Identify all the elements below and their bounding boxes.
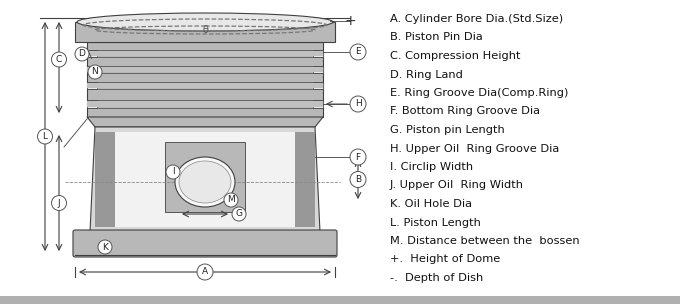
Text: L. Piston Length: L. Piston Length (390, 217, 481, 227)
Ellipse shape (179, 161, 231, 203)
FancyBboxPatch shape (87, 42, 323, 117)
Text: C. Compression Height: C. Compression Height (390, 51, 520, 61)
Text: D. Ring Land: D. Ring Land (390, 70, 463, 80)
Circle shape (52, 52, 67, 67)
Text: C: C (56, 55, 62, 64)
FancyBboxPatch shape (87, 83, 323, 88)
Text: B. Piston Pin Dia: B. Piston Pin Dia (390, 33, 483, 43)
Text: N: N (92, 67, 99, 77)
Text: F. Bottom Ring Groove Dia: F. Bottom Ring Groove Dia (390, 106, 540, 116)
Polygon shape (87, 117, 323, 127)
Text: I: I (171, 168, 174, 177)
Text: +.  Height of Dome: +. Height of Dome (390, 254, 500, 264)
Circle shape (350, 44, 366, 60)
Text: E: E (355, 47, 361, 57)
Text: L: L (42, 132, 48, 141)
Text: J. Upper Oil  Ring Width: J. Upper Oil Ring Width (390, 181, 524, 191)
FancyBboxPatch shape (87, 51, 323, 56)
FancyBboxPatch shape (165, 142, 245, 212)
Text: +: + (344, 14, 356, 28)
Text: G. Piston pin Length: G. Piston pin Length (390, 125, 505, 135)
FancyBboxPatch shape (0, 296, 680, 304)
Text: M. Distance between the  bossen: M. Distance between the bossen (390, 236, 579, 246)
FancyBboxPatch shape (295, 132, 315, 227)
Circle shape (350, 96, 366, 112)
FancyBboxPatch shape (313, 66, 323, 73)
Polygon shape (90, 127, 320, 232)
FancyBboxPatch shape (87, 82, 97, 89)
FancyBboxPatch shape (73, 230, 337, 257)
Circle shape (37, 129, 52, 144)
Text: B: B (355, 175, 361, 184)
FancyBboxPatch shape (87, 101, 323, 107)
Text: K: K (102, 243, 108, 251)
Text: A: A (202, 268, 208, 277)
FancyBboxPatch shape (75, 22, 335, 42)
Text: E. Ring Groove Dia(Comp.Ring): E. Ring Groove Dia(Comp.Ring) (390, 88, 568, 98)
Text: I. Circlip Width: I. Circlip Width (390, 162, 473, 172)
Text: J: J (58, 199, 61, 208)
Text: -.  Depth of Dish: -. Depth of Dish (390, 273, 483, 283)
Circle shape (75, 47, 89, 61)
Circle shape (52, 195, 67, 210)
FancyBboxPatch shape (87, 100, 97, 108)
Ellipse shape (175, 157, 235, 207)
Text: M: M (227, 195, 235, 205)
Ellipse shape (77, 13, 333, 31)
Text: A. Cylinder Bore Dia.(Std.Size): A. Cylinder Bore Dia.(Std.Size) (390, 14, 563, 24)
FancyBboxPatch shape (115, 132, 295, 227)
Circle shape (232, 207, 246, 221)
FancyBboxPatch shape (87, 67, 323, 72)
Circle shape (224, 193, 238, 207)
FancyBboxPatch shape (95, 132, 115, 227)
Circle shape (350, 171, 366, 188)
Text: F: F (356, 153, 360, 161)
FancyBboxPatch shape (87, 66, 97, 73)
Circle shape (166, 165, 180, 179)
Text: θ: θ (202, 25, 208, 35)
FancyBboxPatch shape (313, 50, 323, 57)
FancyBboxPatch shape (87, 50, 97, 57)
Text: H: H (355, 99, 361, 109)
Text: K. Oil Hole Dia: K. Oil Hole Dia (390, 199, 472, 209)
FancyBboxPatch shape (313, 100, 323, 108)
Circle shape (88, 65, 102, 79)
Text: D: D (79, 50, 86, 58)
FancyBboxPatch shape (313, 82, 323, 89)
Circle shape (350, 149, 366, 165)
Circle shape (98, 240, 112, 254)
Circle shape (197, 264, 213, 280)
Text: G: G (235, 209, 243, 219)
Text: H. Upper Oil  Ring Groove Dia: H. Upper Oil Ring Groove Dia (390, 143, 559, 154)
